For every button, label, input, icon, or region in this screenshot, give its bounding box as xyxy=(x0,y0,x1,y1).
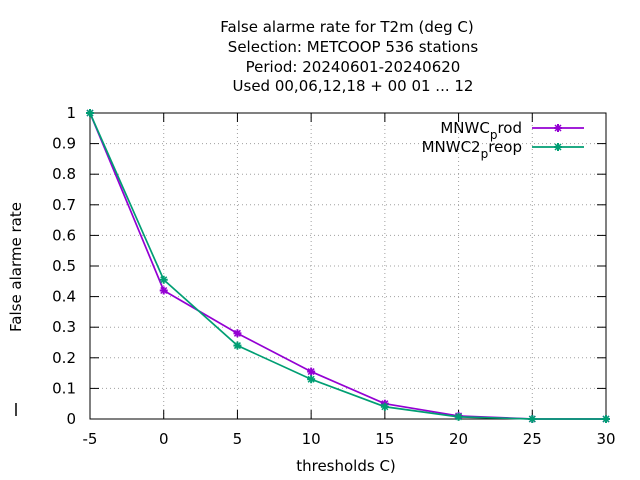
legend-item-1: MNWCprod xyxy=(440,119,584,142)
data-point xyxy=(528,415,537,423)
y-tick-label: 0.6 xyxy=(52,226,76,244)
data-point xyxy=(159,286,168,295)
x-tick-label: 5 xyxy=(233,430,243,448)
y-tick-label: 0.1 xyxy=(52,379,76,397)
data-point xyxy=(233,341,242,350)
legend-item-2: MNWC2preop xyxy=(422,138,584,161)
x-axis-label: thresholds C) xyxy=(296,457,396,475)
title-line-1: False alarme rate for T2m (deg C) xyxy=(220,18,473,36)
y-tick-label: 1 xyxy=(66,104,76,122)
title-line-2: Selection: METCOOP 536 stations xyxy=(228,38,479,56)
y-tick-label: 0.2 xyxy=(52,349,76,367)
x-tick-label: 25 xyxy=(523,430,542,448)
legend-label: MNWC2preop xyxy=(422,138,522,161)
y-tick-label: 0.7 xyxy=(52,196,76,214)
series-group xyxy=(86,109,610,423)
data-point xyxy=(86,109,94,117)
y-tick-label: 0.4 xyxy=(52,288,76,306)
x-tick-label: -5 xyxy=(83,430,98,448)
x-tick-label: 10 xyxy=(302,430,321,448)
series-line xyxy=(89,112,606,420)
y-tick-label: 0 xyxy=(66,410,76,428)
x-tick-label: 30 xyxy=(596,430,615,448)
data-point xyxy=(159,275,168,284)
legend-label: MNWCprod xyxy=(440,119,522,142)
data-point xyxy=(602,415,610,423)
data-point xyxy=(307,375,316,384)
y-axis-label: False alarme rate xyxy=(7,202,25,332)
series-1 xyxy=(86,109,610,423)
y-tick-label: 0.3 xyxy=(52,318,76,336)
title-line-4: Used 00,06,12,18 + 00 01 ... 12 xyxy=(233,77,474,95)
data-point xyxy=(454,412,463,421)
tick-labels: -5 0 5 10 15 20 25 30 0 0.1 0.2 0.3 0.4 0.5 0.6 0.7 0.8 0… xyxy=(52,104,615,448)
x-tick-label: 20 xyxy=(449,430,468,448)
axis-ticks xyxy=(89,112,607,420)
y-tick-label: 0.8 xyxy=(52,165,76,183)
data-point xyxy=(380,402,389,411)
title-line-3: Period: 20240601-20240620 xyxy=(246,58,461,76)
plot-frame xyxy=(89,112,607,420)
series-line xyxy=(89,112,606,420)
legend-marker xyxy=(554,124,562,132)
data-point xyxy=(233,329,242,338)
chart-title: False alarme rate for T2m (deg C) Select… xyxy=(220,18,478,95)
data-point xyxy=(307,367,316,376)
y-tick-label: 0.5 xyxy=(52,257,76,275)
grid xyxy=(90,113,606,419)
x-tick-label: 0 xyxy=(159,430,169,448)
legend-marker xyxy=(554,143,562,151)
y-tick-label: 0.9 xyxy=(52,135,76,153)
x-tick-label: 15 xyxy=(375,430,394,448)
series-2 xyxy=(86,109,610,423)
